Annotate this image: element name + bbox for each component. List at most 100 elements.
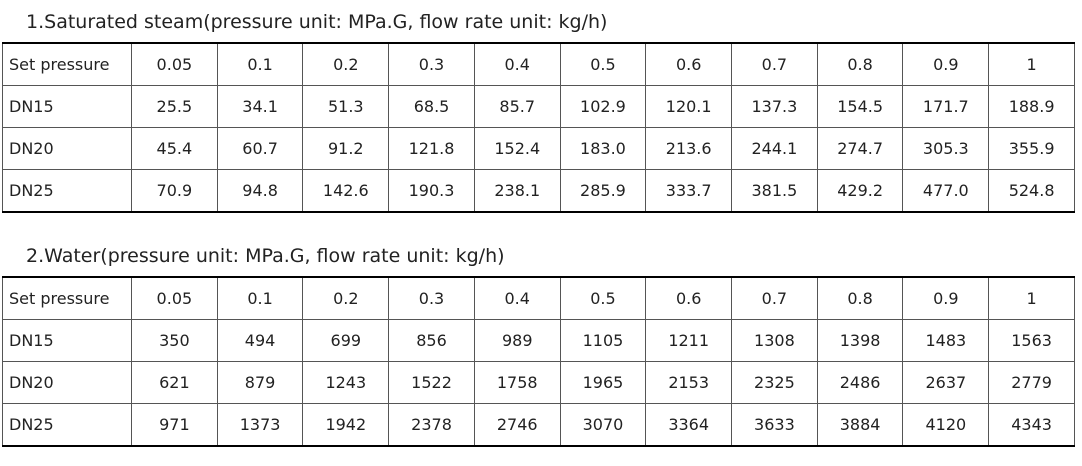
table-cell: 70.9 (131, 169, 218, 212)
table-cell: 2153 (645, 361, 733, 404)
table-section: 2.Water(pressure unit: MPa.G, flow rate … (2, 242, 1075, 447)
table-cell: 699 (302, 319, 390, 362)
table-cell: 51.3 (302, 85, 390, 128)
data-table: Set pressure 0.05 0.1 0.2 0.3 0.4 0.5 0.6 0.7 0.8… (2, 42, 1075, 213)
header-cell: 1 (988, 277, 1075, 320)
header-cell: 0.8 (816, 43, 904, 86)
header-cell: Set pressure (2, 43, 132, 86)
table-cell: 238.1 (473, 169, 561, 212)
table-cell: 2746 (473, 403, 561, 446)
table-cell: 1942 (302, 403, 390, 446)
table-cell: 285.9 (559, 169, 647, 212)
table-cell: 1211 (645, 319, 733, 362)
table-cell: 188.9 (988, 85, 1075, 128)
table-cell: DN25 (2, 169, 132, 212)
header-cell: 0.2 (302, 277, 390, 320)
table-cell: DN25 (2, 403, 132, 446)
header-cell: 0.5 (559, 43, 647, 86)
table-cell: 91.2 (302, 127, 390, 170)
table-cell: 85.7 (473, 85, 561, 128)
header-cell: 0.7 (731, 277, 818, 320)
table-cell: 3070 (559, 403, 647, 446)
header-cell: 0.1 (216, 277, 304, 320)
table-cell: 2378 (388, 403, 475, 446)
table-row: DN20 621 879 1243 1522 1758 1965 2153 2325 2486 26… (2, 361, 1075, 404)
section-title: 1.Saturated steam(pressure unit: MPa.G, … (26, 11, 608, 33)
table-cell: 1398 (816, 319, 904, 362)
header-cell: 0.1 (216, 43, 304, 86)
table-cell: 1483 (902, 319, 990, 362)
table-cell: 1965 (559, 361, 647, 404)
table-cell: 3364 (645, 403, 733, 446)
table-cell: 121.8 (388, 127, 475, 170)
header-cell: 0.6 (645, 277, 733, 320)
table-cell: 2486 (816, 361, 904, 404)
table-row: DN15 25.5 34.1 51.3 68.5 85.7 102.9 120.1 137.3 1… (2, 85, 1075, 128)
header-cell: 0.3 (388, 277, 475, 320)
table-cell: 244.1 (731, 127, 818, 170)
table-cell: 381.5 (731, 169, 818, 212)
header-cell: 0.8 (816, 277, 904, 320)
table-cell: 171.7 (902, 85, 990, 128)
header-cell: 0.6 (645, 43, 733, 86)
table-cell: 1522 (388, 361, 475, 404)
table-cell: 355.9 (988, 127, 1075, 170)
table-row: DN15 350 494 699 856 989 1105 1211 1308 1398 1483 1… (2, 319, 1075, 362)
header-row: Set pressure 0.05 0.1 0.2 0.3 0.4 0.5 0.6 0.7 0.8… (2, 277, 1075, 320)
table-cell: 120.1 (645, 85, 733, 128)
table-cell: 1308 (731, 319, 818, 362)
table-cell: 213.6 (645, 127, 733, 170)
table-cell: 45.4 (131, 127, 218, 170)
table-cell: 477.0 (902, 169, 990, 212)
table-cell: 34.1 (216, 85, 304, 128)
table-cell: 2779 (988, 361, 1075, 404)
table-cell: 350 (131, 319, 218, 362)
table-cell: 494 (216, 319, 304, 362)
table-section: 1.Saturated steam(pressure unit: MPa.G, … (2, 8, 1075, 213)
table-cell: 971 (131, 403, 218, 446)
table-cell: DN15 (2, 85, 132, 128)
table-row: DN25 70.9 94.8 142.6 190.3 238.1 285.9 333.7 381… (2, 169, 1075, 212)
header-cell: 0.05 (131, 43, 218, 86)
table-cell: DN20 (2, 127, 132, 170)
header-cell: 0.05 (131, 277, 218, 320)
table-cell: DN15 (2, 319, 132, 362)
header-cell: Set pressure (2, 277, 132, 320)
table-cell: 333.7 (645, 169, 733, 212)
table-cell: 989 (473, 319, 561, 362)
table-cell: 190.3 (388, 169, 475, 212)
section-title: 2.Water(pressure unit: MPa.G, flow rate … (26, 245, 505, 267)
table-cell: 152.4 (473, 127, 561, 170)
table-cell: 856 (388, 319, 475, 362)
header-cell: 0.4 (473, 277, 561, 320)
table-cell: 60.7 (216, 127, 304, 170)
table-cell: 142.6 (302, 169, 390, 212)
table-cell: 2325 (731, 361, 818, 404)
table-cell: 524.8 (988, 169, 1075, 212)
table-cell: 1105 (559, 319, 647, 362)
data-table: Set pressure 0.05 0.1 0.2 0.3 0.4 0.5 0.6 0.7 0.8… (2, 276, 1075, 447)
table-cell: 305.3 (902, 127, 990, 170)
table-cell: 4120 (902, 403, 990, 446)
table-cell: 429.2 (816, 169, 904, 212)
table-cell: 1758 (473, 361, 561, 404)
table-cell: 68.5 (388, 85, 475, 128)
table-cell: 102.9 (559, 85, 647, 128)
table-cell: 1373 (216, 403, 304, 446)
header-cell: 0.9 (902, 43, 990, 86)
header-cell: 1 (988, 43, 1075, 86)
table-row: DN25 971 1373 1942 2378 2746 3070 3364 3633 3884 4… (2, 403, 1075, 446)
table-cell: 274.7 (816, 127, 904, 170)
table-cell: 879 (216, 361, 304, 404)
header-cell: 0.9 (902, 277, 990, 320)
header-row: Set pressure 0.05 0.1 0.2 0.3 0.4 0.5 0.6 0.7 0.8… (2, 43, 1075, 86)
table-cell: DN20 (2, 361, 132, 404)
header-cell: 0.7 (731, 43, 818, 86)
table-cell: 154.5 (816, 85, 904, 128)
table-cell: 3633 (731, 403, 818, 446)
header-cell: 0.5 (559, 277, 647, 320)
table-cell: 4343 (988, 403, 1075, 446)
table-cell: 1243 (302, 361, 390, 404)
table-cell: 137.3 (731, 85, 818, 128)
